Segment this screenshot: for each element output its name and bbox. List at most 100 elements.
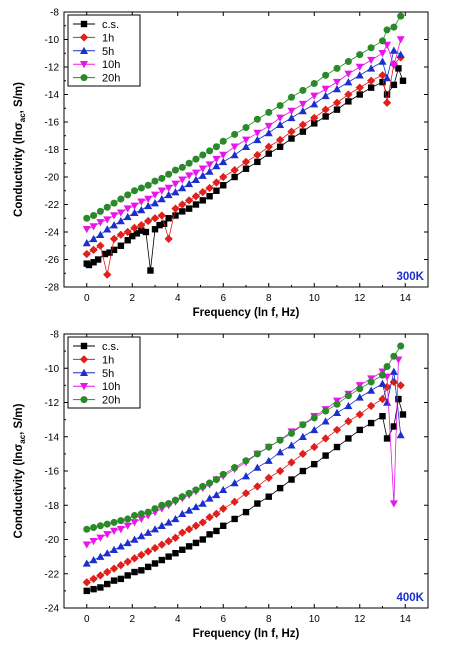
data-point <box>356 426 363 434</box>
legend-marker <box>80 368 88 376</box>
data-point <box>242 457 250 465</box>
data-point <box>288 135 295 142</box>
data-point <box>379 78 386 86</box>
data-point <box>367 378 375 386</box>
series-10h <box>82 36 405 234</box>
x-tick-label: 4 <box>175 293 181 304</box>
data-point <box>311 460 318 468</box>
data-point <box>399 411 407 418</box>
data-point <box>298 432 307 440</box>
data-point <box>96 241 105 250</box>
data-point <box>298 120 308 129</box>
data-point <box>103 203 111 211</box>
data-point <box>144 216 153 226</box>
data-point <box>333 85 341 93</box>
data-point <box>198 165 207 173</box>
x-axis-label: Frequency (ln f, Hz) <box>193 628 300 640</box>
data-point <box>321 105 330 114</box>
data-point <box>144 563 152 571</box>
data-point <box>116 561 126 570</box>
data-point <box>367 84 375 91</box>
data-point <box>265 108 273 116</box>
data-point <box>205 494 214 502</box>
legend-label: c.s. <box>102 19 119 31</box>
data-point <box>124 237 131 244</box>
data-point <box>287 458 296 467</box>
legend-marker <box>80 20 88 28</box>
data-point <box>383 363 391 371</box>
data-point <box>242 165 250 172</box>
x-tick-label: 14 <box>400 614 412 625</box>
data-point <box>124 191 132 199</box>
data-point <box>172 550 179 557</box>
data-point <box>103 225 112 233</box>
data-point <box>82 226 91 234</box>
data-point <box>241 157 251 167</box>
data-point <box>333 443 341 451</box>
data-point <box>241 489 251 498</box>
data-point <box>333 64 341 72</box>
y-axis-label-tail: , S/m) <box>13 82 25 113</box>
data-point <box>390 352 398 360</box>
legend-marker <box>79 33 89 42</box>
data-point <box>144 181 152 189</box>
data-point <box>130 223 139 233</box>
x-tick-label: 2 <box>129 614 135 625</box>
data-point <box>90 259 97 266</box>
data-point <box>83 525 91 533</box>
data-point <box>310 113 319 123</box>
data-point <box>110 221 119 229</box>
data-point <box>165 170 173 178</box>
y-tick-label: -24 <box>45 228 60 239</box>
data-point <box>287 127 296 136</box>
data-point <box>164 234 173 244</box>
data-point <box>130 519 139 527</box>
data-point <box>85 261 93 269</box>
data-point <box>89 245 98 255</box>
data-point <box>116 217 125 225</box>
legend-label: c.s. <box>102 341 119 353</box>
data-point <box>298 107 307 115</box>
data-point <box>89 234 98 243</box>
y-tick-label: -8 <box>50 330 59 341</box>
data-point <box>276 120 285 128</box>
data-point <box>367 56 376 65</box>
data-point <box>94 256 102 263</box>
data-point <box>378 379 387 387</box>
data-point <box>147 267 154 274</box>
y-axis-label-main: Conductivity (ln <box>13 130 25 217</box>
y-tick-label: -26 <box>45 255 60 266</box>
data-point <box>110 545 119 553</box>
data-point <box>123 522 132 530</box>
data-point <box>367 386 376 394</box>
data-point <box>185 172 194 180</box>
data-point <box>230 478 239 487</box>
data-point <box>310 425 319 434</box>
data-point <box>150 543 160 553</box>
data-point <box>264 456 273 464</box>
data-point <box>264 473 273 483</box>
data-point <box>137 184 145 192</box>
data-point <box>287 429 296 437</box>
data-point <box>212 476 220 484</box>
data-point <box>130 535 139 543</box>
data-point <box>382 98 392 107</box>
data-point <box>276 101 284 110</box>
series-cs <box>83 65 407 274</box>
data-point <box>185 506 194 514</box>
series-1h <box>82 53 405 279</box>
data-point <box>213 187 220 194</box>
data-point <box>344 392 352 400</box>
data-point <box>179 546 186 553</box>
data-point <box>82 541 91 549</box>
data-point <box>206 531 213 538</box>
x-tick-label: 6 <box>220 293 226 304</box>
data-point <box>171 496 179 504</box>
data-point <box>219 157 228 166</box>
chart-panel-400k: 0 2 4 6 8 10 12 14 -24 -22 -20 -18 -16 -14 -12 -10 -8 Fre… <box>13 330 429 640</box>
data-point <box>230 497 239 506</box>
data-point <box>138 567 145 574</box>
data-point <box>298 449 308 459</box>
data-point <box>178 509 187 518</box>
data-point <box>383 74 392 82</box>
